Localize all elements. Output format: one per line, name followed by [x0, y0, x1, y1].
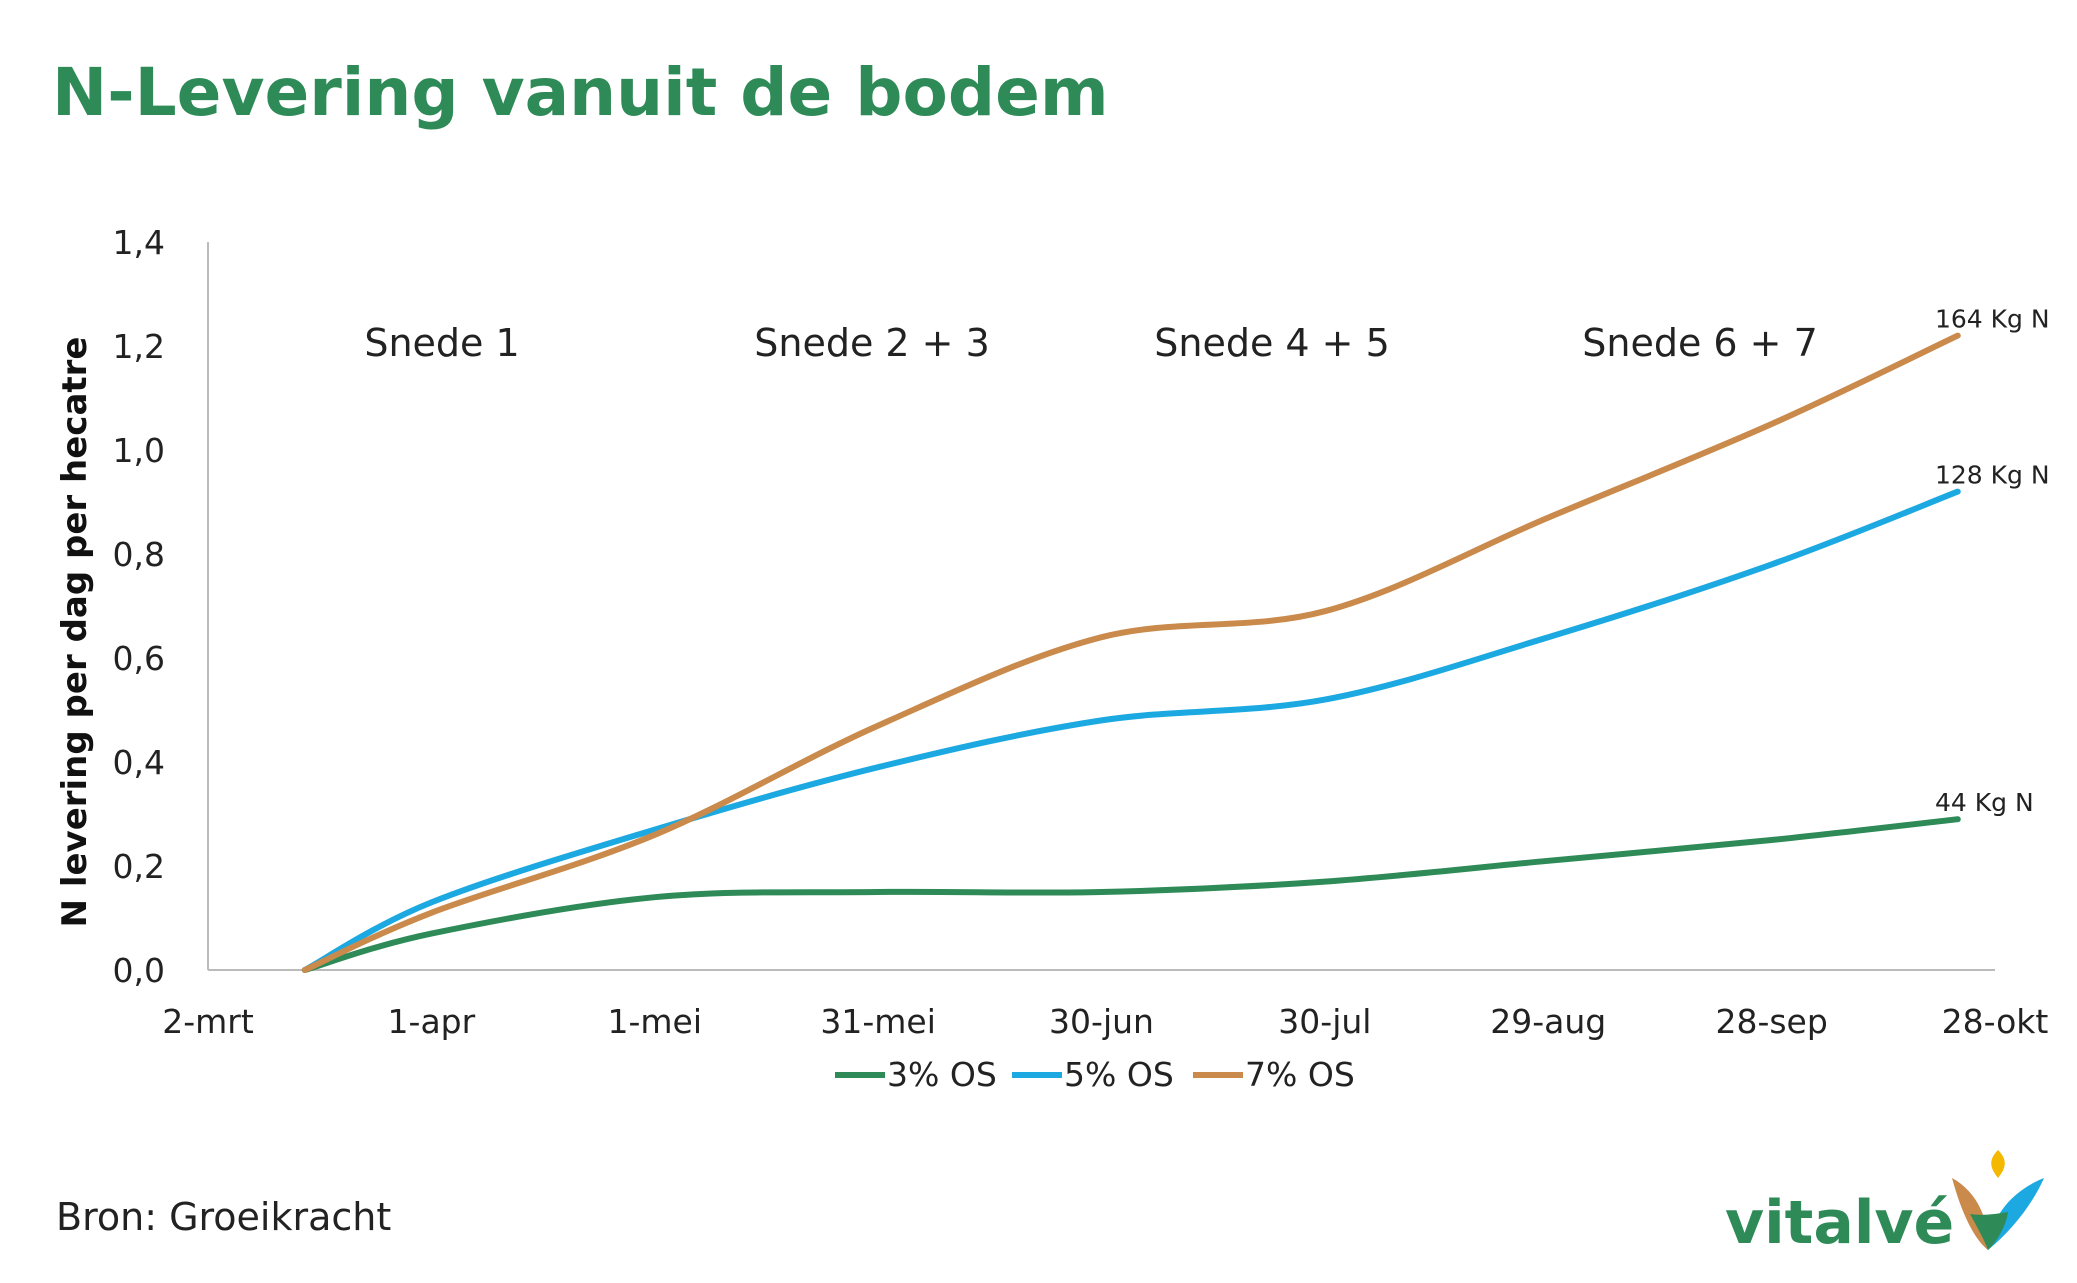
- x-tick-label: 30-jun: [1049, 1002, 1154, 1041]
- y-tick-label: 0,4: [113, 743, 165, 782]
- period-label: Snede 1: [364, 321, 519, 365]
- source-note: Bron: Groeikracht: [56, 1195, 391, 1239]
- chart-title: N-Levering vanuit de bodem: [52, 54, 1109, 131]
- series-end-label: 164 Kg N: [1935, 305, 2050, 334]
- y-axis-title: N levering per dag per hecatre: [55, 337, 95, 928]
- x-tick-labels: 2-mrt 1-apr 1-mei 31-mei 30-jun 30-jul 29-aug 2…: [162, 1002, 2048, 1041]
- y-tick-label: 1,2: [113, 327, 165, 366]
- x-tick-label: 1-mei: [607, 1002, 702, 1041]
- series-line: [301, 488, 1961, 973]
- y-tick-label: 1,0: [113, 431, 165, 470]
- x-tick-label: 28-sep: [1715, 1002, 1827, 1041]
- x-tick-label: 30-jul: [1278, 1002, 1371, 1041]
- y-tick-label: 0,0: [113, 951, 165, 990]
- x-tick-label: 1-apr: [388, 1002, 476, 1041]
- y-tick-label: 0,2: [113, 847, 165, 886]
- period-label: Snede 2 + 3: [754, 321, 990, 365]
- series-lines: [301, 332, 1961, 973]
- legend-label: 7% OS: [1245, 1055, 1355, 1094]
- axes: [207, 242, 1995, 971]
- brand-wordmark: vitalvé: [1725, 1188, 1954, 1258]
- x-tick-label: 28-okt: [1942, 1002, 2049, 1041]
- end-labels: 44 Kg N 128 Kg N 164 Kg N: [1935, 305, 2050, 818]
- series-line: [301, 332, 1961, 973]
- x-tick-label: 31-mei: [820, 1002, 936, 1041]
- y-tick-label: 0,8: [113, 535, 165, 574]
- series-line: [301, 816, 1961, 973]
- y-tick-labels: 0,0 0,2 0,4 0,6 0,8 1,0 1,2 1,4: [113, 223, 165, 990]
- legend-label: 3% OS: [887, 1055, 997, 1094]
- y-tick-label: 0,6: [113, 639, 165, 678]
- x-tick-label: 29-aug: [1490, 1002, 1606, 1041]
- period-label: Snede 4 + 5: [1154, 321, 1390, 365]
- v-leaf-icon: [1952, 1150, 2044, 1250]
- series-end-label: 128 Kg N: [1935, 461, 2050, 490]
- y-tick-label: 1,4: [113, 223, 165, 262]
- period-label: Snede 6 + 7: [1582, 321, 1818, 365]
- legend-label: 5% OS: [1064, 1055, 1174, 1094]
- brand-logo: vitalvé: [1725, 1150, 2044, 1258]
- x-tick-label: 2-mrt: [162, 1002, 254, 1041]
- series-end-label: 44 Kg N: [1935, 788, 2034, 817]
- legend: 3% OS 5% OS 7% OS: [835, 1055, 1355, 1094]
- period-labels: Snede 1 Snede 2 + 3 Snede 4 + 5 Snede 6 + 7: [364, 321, 1817, 365]
